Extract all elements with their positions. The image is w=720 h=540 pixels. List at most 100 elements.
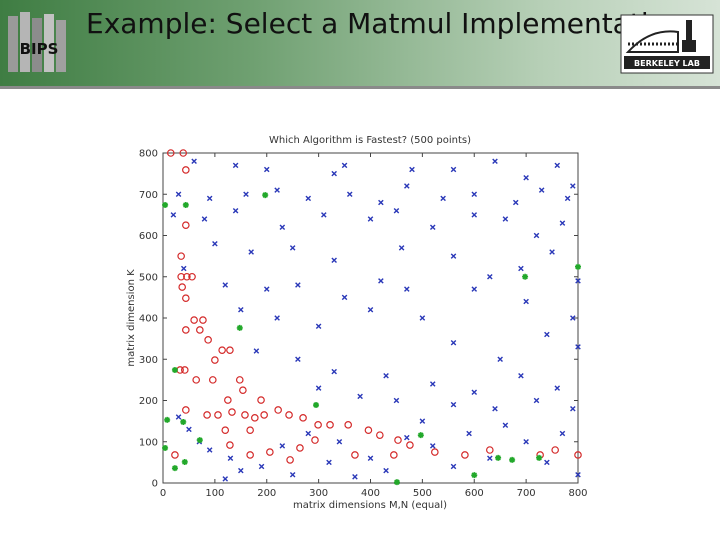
point <box>182 294 190 303</box>
lab-text: BERKELEY LAB <box>634 59 700 68</box>
point <box>171 451 179 459</box>
point <box>241 411 249 419</box>
point <box>331 170 337 177</box>
point <box>544 331 550 338</box>
point <box>183 272 191 281</box>
point <box>376 431 384 439</box>
point <box>554 385 561 391</box>
point <box>236 324 243 331</box>
point <box>199 316 207 324</box>
point <box>404 183 410 189</box>
point <box>209 376 217 384</box>
point <box>544 459 550 466</box>
point <box>212 240 218 247</box>
point <box>326 459 332 466</box>
point <box>487 455 493 462</box>
point <box>299 414 307 422</box>
point <box>570 405 576 412</box>
point <box>450 463 457 470</box>
point <box>262 192 269 199</box>
point <box>238 306 244 313</box>
x-tick-label: 700 <box>517 488 536 499</box>
point <box>201 216 208 222</box>
point <box>235 376 244 384</box>
point <box>315 323 322 330</box>
point <box>471 472 478 479</box>
point <box>450 166 457 173</box>
point <box>279 443 286 449</box>
point <box>383 467 389 474</box>
point <box>383 372 389 379</box>
point <box>211 356 219 364</box>
point <box>575 263 581 270</box>
point <box>274 187 280 193</box>
point <box>523 174 529 181</box>
point <box>341 294 348 301</box>
point <box>466 430 472 437</box>
point <box>538 187 545 193</box>
y-tick-label: 200 <box>139 396 158 407</box>
slide-title: Example: Select a Matmul Implementation <box>86 7 684 40</box>
berkeley-lab-logo: BERKELEY LAB <box>620 14 714 74</box>
point <box>289 245 296 251</box>
point <box>166 149 175 157</box>
point <box>559 430 566 437</box>
point <box>378 278 384 284</box>
point <box>523 298 529 305</box>
y-tick-label: 100 <box>139 437 158 448</box>
point <box>179 149 188 157</box>
point <box>575 278 581 284</box>
point <box>295 356 301 363</box>
point <box>393 397 400 404</box>
bips-text: BIPS <box>20 40 59 58</box>
point <box>248 249 254 255</box>
x-tick-label: 300 <box>309 488 328 499</box>
point <box>404 434 410 441</box>
x-tick-label: 400 <box>361 488 380 499</box>
point <box>486 446 494 454</box>
point <box>419 315 426 321</box>
y-tick-label: 0 <box>152 479 158 490</box>
point <box>564 195 571 202</box>
y-tick-label: 400 <box>139 314 158 325</box>
point <box>214 411 222 419</box>
point <box>570 315 576 321</box>
point <box>352 474 358 480</box>
point <box>226 441 234 449</box>
y-tick-label: 800 <box>139 149 158 160</box>
point <box>204 336 212 344</box>
point <box>251 414 259 422</box>
point <box>390 451 398 459</box>
point <box>258 463 265 470</box>
point <box>344 421 352 429</box>
point <box>471 286 478 292</box>
point <box>321 212 327 218</box>
point <box>570 183 576 189</box>
point <box>512 199 519 206</box>
point <box>487 273 493 280</box>
point <box>502 216 509 222</box>
point <box>177 272 185 281</box>
point <box>182 201 189 208</box>
point <box>549 249 555 255</box>
point <box>313 402 320 409</box>
x-axis-label: matrix dimensions M,N (equal) <box>293 500 447 511</box>
point <box>224 396 232 404</box>
point <box>367 455 374 462</box>
point <box>450 253 457 259</box>
point <box>182 166 190 174</box>
point <box>575 471 581 478</box>
point <box>171 465 178 472</box>
point <box>341 162 348 169</box>
point <box>331 257 337 264</box>
point <box>196 437 203 444</box>
point <box>471 191 478 198</box>
point <box>260 411 268 419</box>
point <box>495 454 502 461</box>
point <box>523 438 529 445</box>
point <box>533 397 540 404</box>
point <box>263 286 270 292</box>
point <box>429 443 436 449</box>
point <box>222 282 229 288</box>
